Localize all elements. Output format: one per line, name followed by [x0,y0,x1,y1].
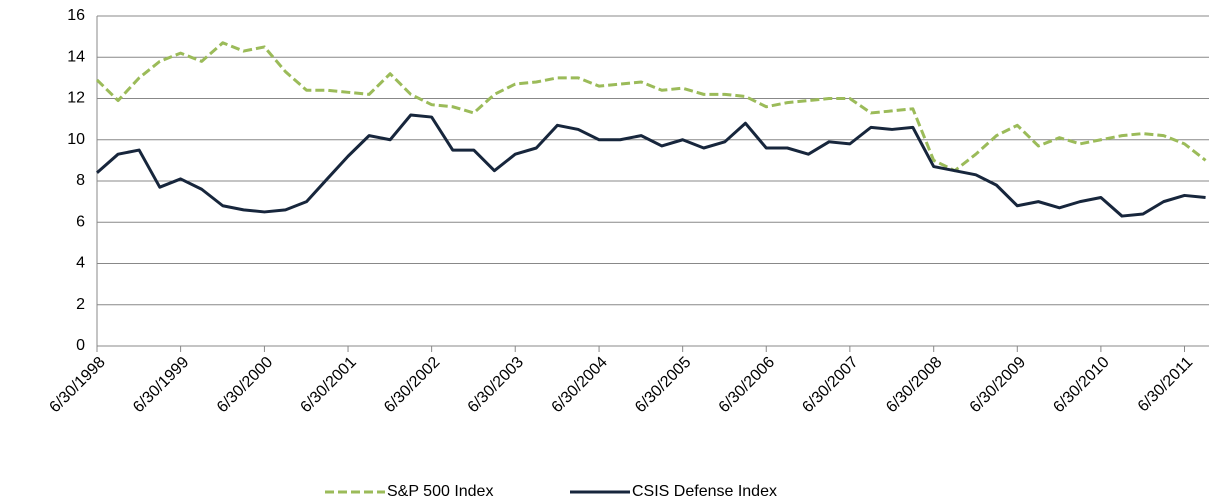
legend-label: CSIS Defense Index [632,483,777,500]
y-tick-label: 16 [67,7,85,24]
x-tick-label: 6/30/2000 [214,354,276,416]
x-tick-label: 6/30/2001 [297,354,359,416]
x-tick-label: 6/30/2008 [883,354,945,416]
y-tick-label: 14 [67,48,85,65]
x-tick-label: 6/30/2010 [1050,354,1112,416]
y-tick-label: 12 [67,90,85,107]
y-tick-label: 2 [76,296,85,313]
y-tick-label: 0 [76,337,85,354]
x-tick-label: 6/30/1998 [46,354,108,416]
x-tick-label: 6/30/1999 [130,354,192,416]
x-tick-label: 6/30/2006 [716,354,778,416]
y-tick-label: 4 [76,255,85,272]
x-tick-label: 6/30/2002 [381,354,443,416]
x-tick-label: 6/30/2009 [967,354,1029,416]
series-line [95,41,1207,173]
x-tick-label: 6/30/2005 [632,354,694,416]
x-tick-label: 6/30/2007 [799,354,861,416]
y-tick-label: 8 [76,172,85,189]
x-tick-label: 6/30/2011 [1135,354,1197,416]
y-tick-label: 10 [67,131,85,148]
x-tick-label: 6/30/2004 [549,354,611,416]
legend-label: S&P 500 Index [387,483,493,500]
x-tick-label: 6/30/2003 [465,354,527,416]
y-tick-label: 6 [76,213,85,230]
series-line [96,113,1206,218]
